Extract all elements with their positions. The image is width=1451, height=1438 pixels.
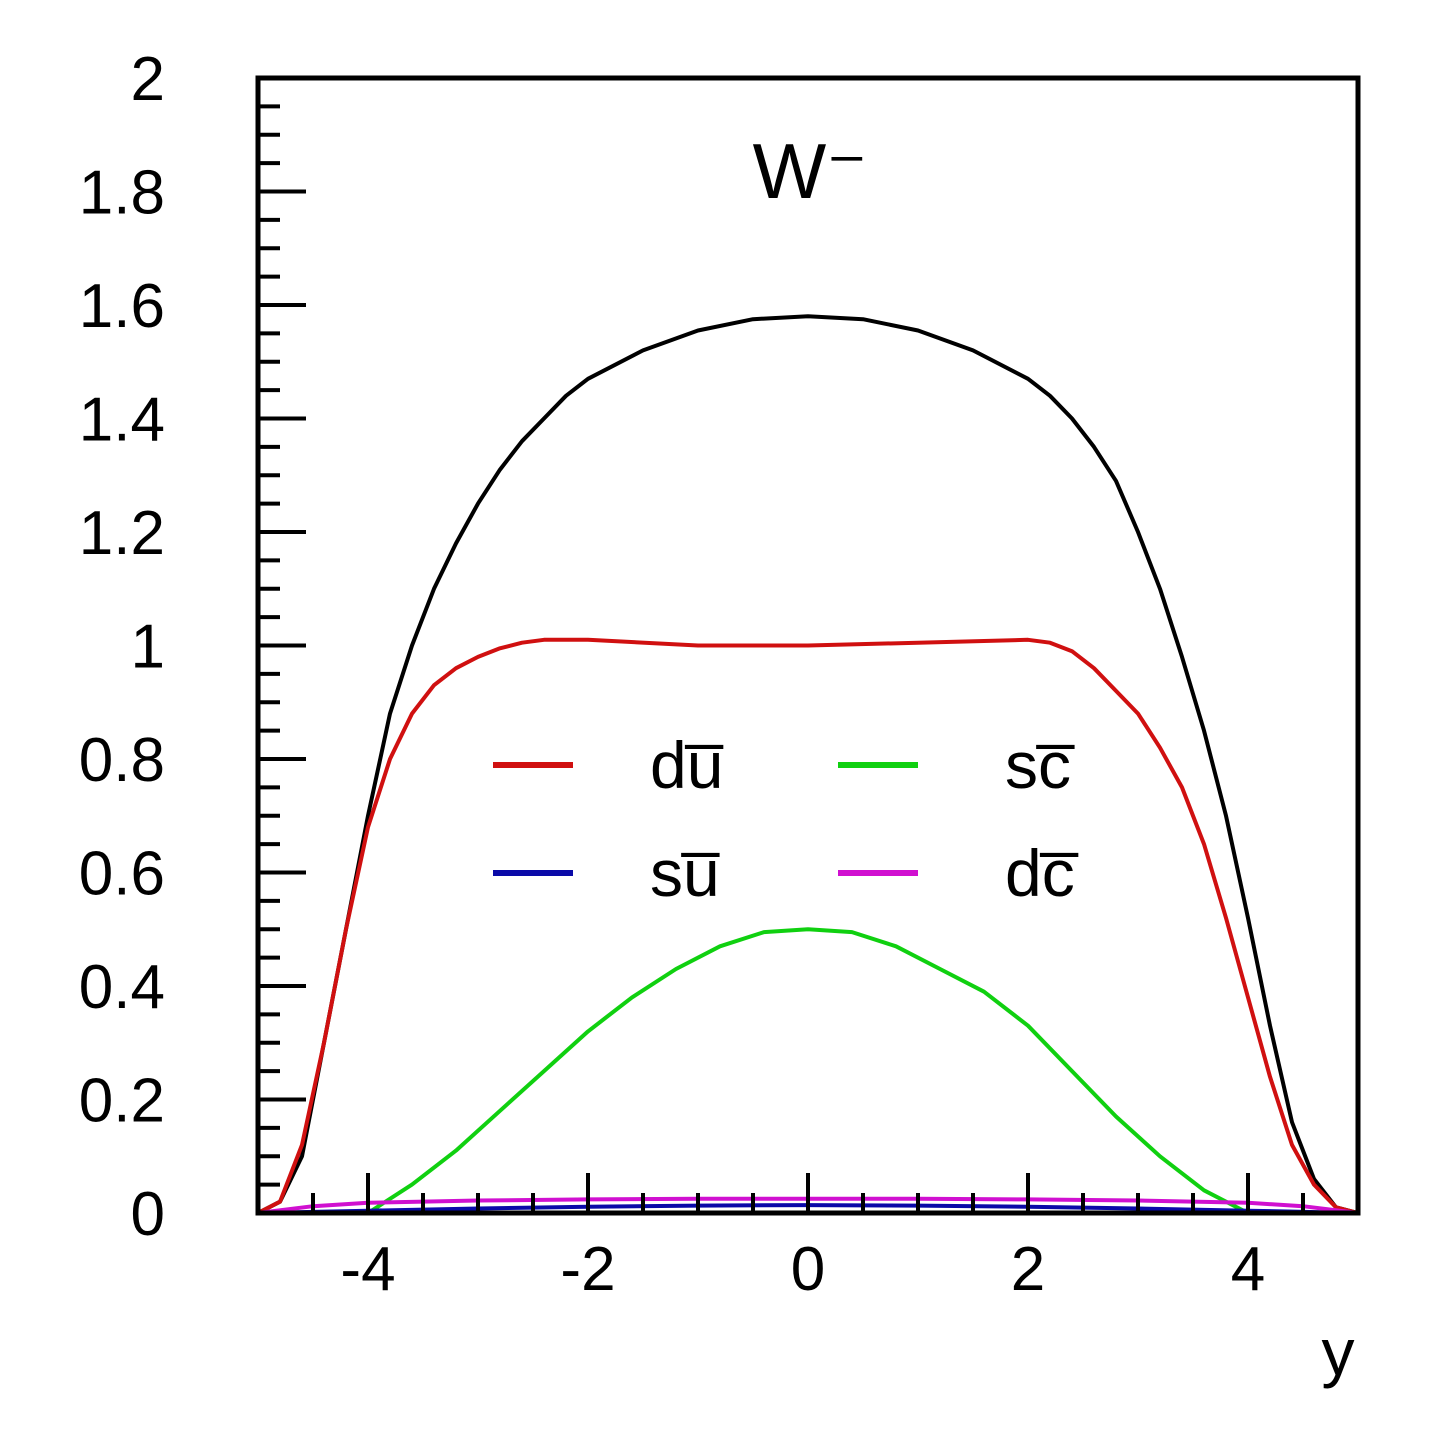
y-tick-label: 1.6: [79, 272, 165, 341]
series-line-2: [366, 927, 1249, 1215]
x-tick-label: -4: [340, 1235, 395, 1304]
series-line-1: [257, 637, 1359, 1215]
y-tick-label: 1: [131, 613, 165, 682]
y-tick-label: 1.8: [79, 159, 165, 228]
chart-title: W⁻: [753, 127, 868, 215]
y-tick-label: 0.8: [79, 726, 165, 795]
legend-label: du̅: [650, 728, 724, 802]
x-tick-labels: -4 -2 0 2 4: [340, 1235, 1265, 1304]
y-tick-label: 0: [131, 1180, 165, 1249]
x-axis-title: y: [1322, 1315, 1355, 1389]
y-tick-label: 1.4: [79, 386, 165, 455]
x-tick-label: 4: [1231, 1235, 1265, 1304]
legend-label: sc̅: [1005, 728, 1075, 802]
y-tick-label: 2: [131, 45, 165, 114]
series-line-total: [257, 314, 1359, 1215]
x-tick-label: 2: [1011, 1235, 1045, 1304]
y-tick-labels: 0 0.2 0.4 0.6 0.8 1 1.2 1.4 1.6 1.8 2: [79, 45, 165, 1249]
legend-label: su̅: [650, 836, 720, 910]
y-tick-label: 1.2: [79, 499, 165, 568]
x-tick-label: -2: [560, 1235, 615, 1304]
y-tick-label: 0.6: [79, 840, 165, 909]
legend-label: dc̅: [1005, 836, 1079, 910]
y-tick-label: 0.2: [79, 1067, 165, 1136]
axis-ticks: [256, 76, 1360, 1215]
y-tick-label: 0.4: [79, 953, 165, 1022]
x-tick-label: 0: [791, 1235, 825, 1304]
legend: du̅ sc̅ su̅ dc̅: [493, 728, 1079, 910]
